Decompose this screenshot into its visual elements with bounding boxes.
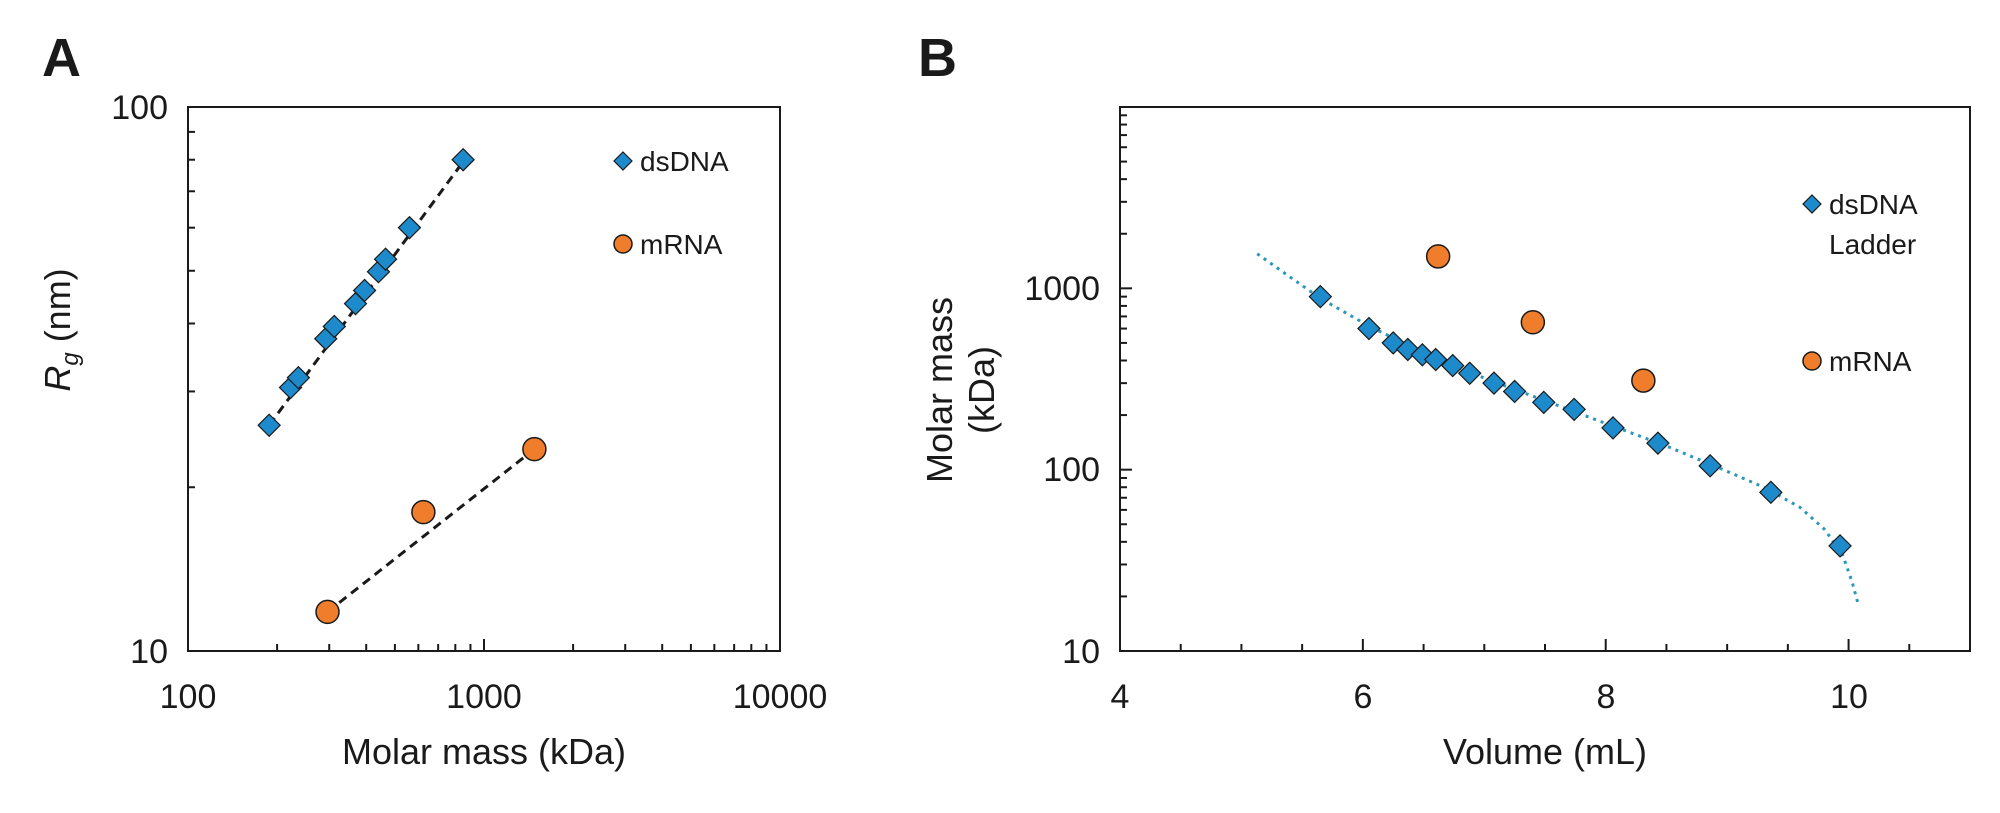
panel-letter-b: B [918, 28, 957, 88]
b-dsdna-ladder-point [1482, 371, 1506, 395]
y-tick-label-a-10: 10 [130, 633, 168, 671]
b-mrna-point [1631, 368, 1656, 393]
minor-ticks-b [1119, 106, 1971, 652]
fit-line-mrna [326, 447, 536, 614]
x-tick-label-a-10000: 10000 [733, 678, 828, 716]
legend-a-dsdna-marker [613, 151, 633, 171]
legend-b-dsdna-label-line2: Ladder [1829, 229, 1916, 260]
fit-curve-dsdna-ladder [1256, 252, 1860, 606]
legend-b-mrna-label: mRNA [1829, 346, 1912, 377]
b-dsdna-ladder-point [1531, 390, 1556, 415]
a-mrna-point [411, 499, 436, 525]
b-dsdna-ladder-point [1759, 480, 1783, 505]
a-dsdna-point [286, 365, 311, 390]
b-dsdna-ladder-point [1457, 361, 1482, 386]
b-dsdna-ladder-point [1828, 534, 1852, 558]
b-mrna-point [1425, 244, 1451, 269]
panel-letter-a: A [42, 28, 81, 88]
x-tick-label-b-4: 4 [1111, 678, 1130, 716]
y-axis-label-a: Rg (nm) [37, 268, 84, 391]
a-dsdna-point [257, 413, 281, 438]
legend-b: dsDNA Ladder mRNA [1802, 189, 1918, 377]
x-axis-label-a: Molar mass (kDa) [342, 731, 626, 772]
y-tick-label-b-1000: 1000 [1024, 270, 1100, 308]
x-axis-label-b: Volume (mL) [1443, 731, 1647, 772]
minor-ticks-a [187, 106, 781, 652]
panel-b: B 4 6 8 10 10 100 1000 Volume (mL) Molar… [918, 28, 1971, 772]
legend-a-mrna-label: mRNA [640, 229, 723, 260]
fit-line-dsdna [267, 158, 466, 427]
plot-frame-a [187, 106, 781, 652]
a-mrna-point [315, 599, 340, 625]
a-dsdna-point [322, 314, 347, 339]
b-dsdna-ladder-point [1308, 284, 1333, 309]
markers-a [257, 147, 547, 625]
a-dsdna-point [373, 247, 398, 272]
a-mrna-point [522, 436, 547, 462]
b-dsdna-ladder-point [1440, 353, 1465, 378]
y-axis-label-b-line2: (kDa) [961, 346, 1002, 434]
y-axis-label-a-subscript: g [57, 352, 84, 366]
b-dsdna-ladder-point [1698, 453, 1722, 478]
x-tick-label-a-1000: 1000 [446, 678, 522, 716]
panel-a: A 100 1000 10000 10 100 Molar mass (kDa)… [37, 28, 827, 772]
legend-a-dsdna-label: dsDNA [640, 146, 729, 177]
legend-a: dsDNA mRNA [613, 146, 729, 260]
y-tick-label-b-10: 10 [1062, 633, 1100, 671]
b-dsdna-ladder-point [1562, 397, 1586, 422]
b-mrna-point [1520, 310, 1546, 335]
a-dsdna-point [352, 278, 377, 303]
b-dsdna-ladder-point [1357, 316, 1381, 341]
b-dsdna-ladder-point [1502, 379, 1527, 404]
markers-b [1308, 244, 1852, 558]
y-tick-label-a-100: 100 [111, 89, 168, 127]
y-tick-label-b-100: 100 [1043, 451, 1100, 489]
x-tick-label-b-6: 6 [1354, 678, 1373, 716]
y-axis-label-b-line1: Molar mass [919, 297, 960, 483]
legend-b-dsdna-label-line1: dsDNA [1829, 189, 1918, 220]
y-axis-label-a-symbol: R [37, 366, 78, 392]
a-dsdna-point [397, 215, 422, 240]
legend-a-mrna-marker [613, 234, 633, 254]
b-dsdna-ladder-point [1646, 431, 1670, 456]
legend-b-mrna-marker [1802, 351, 1822, 371]
a-dsdna-point [451, 147, 475, 172]
b-dsdna-ladder-point [1601, 416, 1625, 440]
legend-b-dsdna-marker [1802, 194, 1822, 214]
x-tick-label-b-10: 10 [1830, 678, 1868, 716]
y-axis-label-a-unit: (nm) [37, 268, 78, 352]
x-tick-label-a-100: 100 [160, 678, 217, 716]
b-dsdna-ladder-point [1423, 347, 1448, 372]
x-tick-label-b-8: 8 [1597, 678, 1616, 716]
